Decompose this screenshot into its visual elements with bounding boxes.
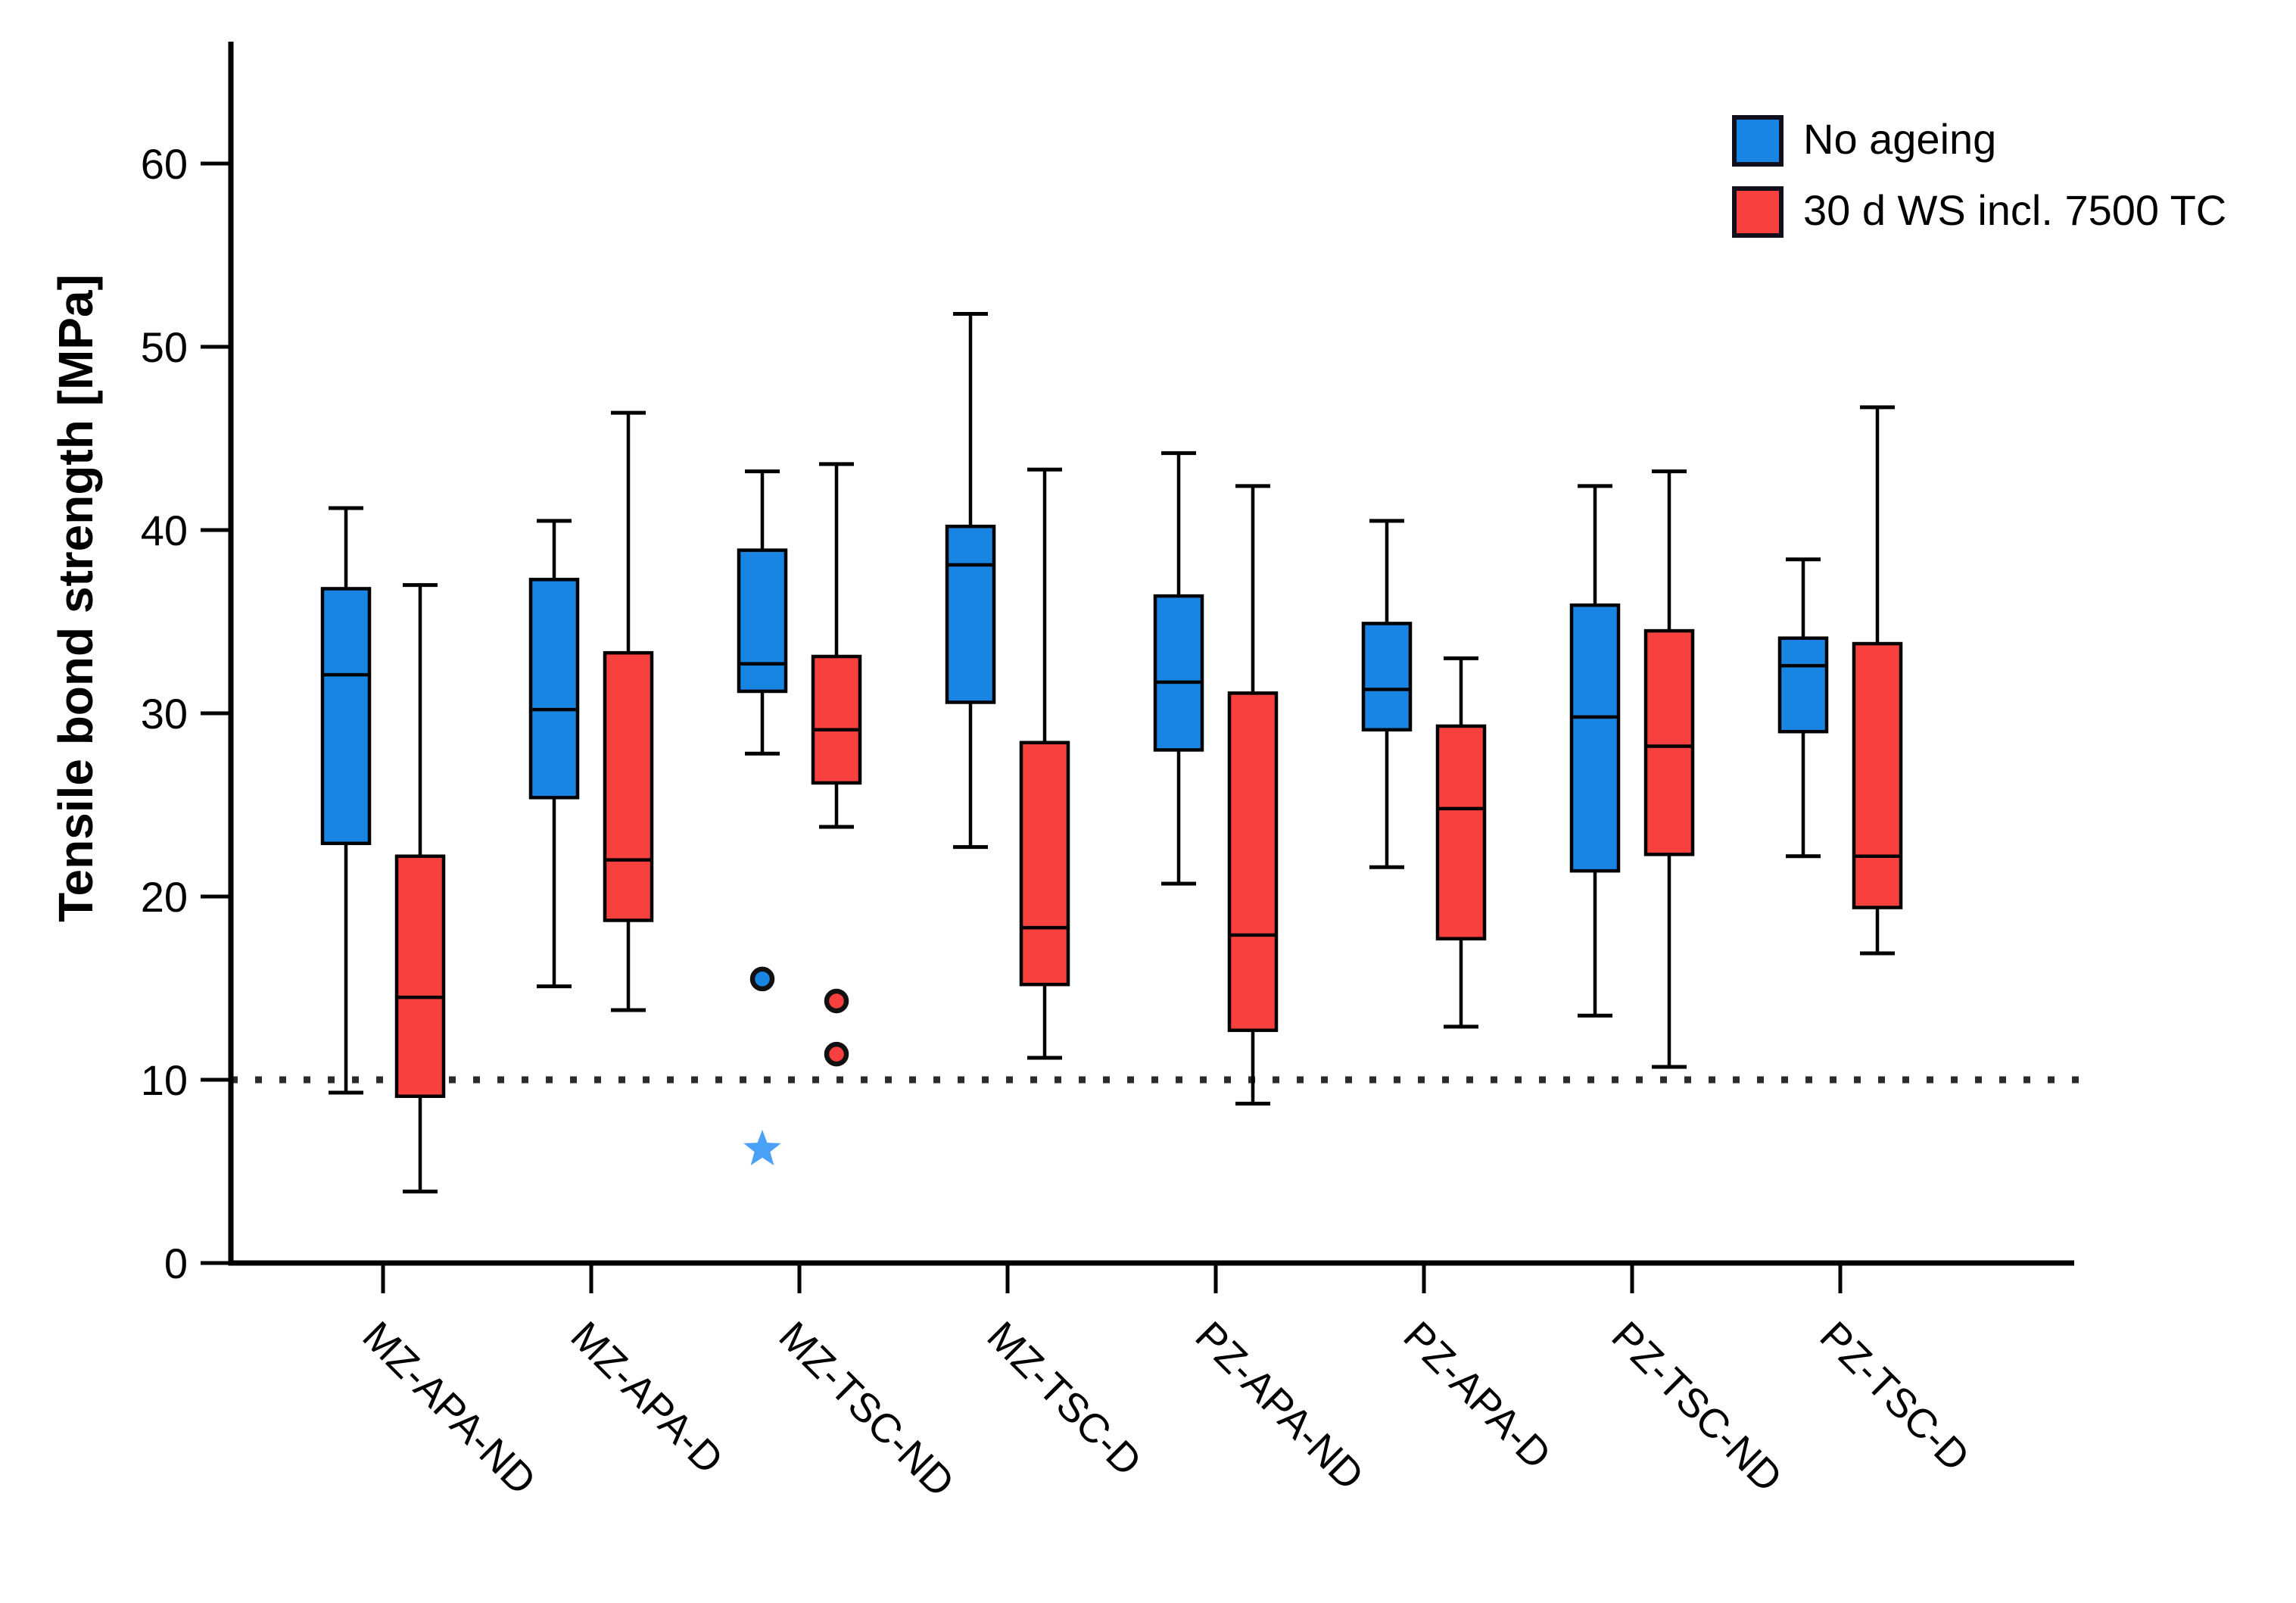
y-axis-title: Tensile bond strength [MPa] bbox=[48, 274, 103, 922]
y-tick-label: 20 bbox=[141, 873, 188, 921]
outlier-circle-No ageing-MZ-TSC-ND bbox=[749, 966, 775, 992]
box-30 d WS incl. 7500 TC-PZ-APA-D bbox=[1435, 724, 1487, 940]
outlier-circle-30 d WS incl. 7500 TC-MZ-TSC-ND bbox=[824, 988, 849, 1014]
y-tick-label: 0 bbox=[164, 1240, 188, 1287]
legend-swatch-blue-icon bbox=[1732, 115, 1784, 167]
x-category-label: MZ-APA-ND bbox=[354, 1313, 545, 1504]
legend-item-aged: 30 d WS incl. 7500 TC bbox=[1732, 186, 2292, 238]
legend-label: 30 d WS incl. 7500 TC bbox=[1803, 186, 2227, 234]
x-category-label: MZ-APA-D bbox=[562, 1313, 732, 1483]
box-No ageing-MZ-APA-ND bbox=[320, 587, 372, 846]
box-No ageing-PZ-APA-ND bbox=[1153, 594, 1204, 752]
legend: No ageing 30 d WS incl. 7500 TC bbox=[1732, 115, 2292, 238]
legend-item-no-ageing: No ageing bbox=[1732, 115, 2292, 167]
box-30 d WS incl. 7500 TC-MZ-APA-ND bbox=[394, 854, 446, 1099]
box-No ageing-MZ-TSC-D bbox=[945, 524, 996, 704]
box-No ageing-PZ-TSC-ND bbox=[1569, 603, 1621, 873]
legend-swatch-red-icon bbox=[1732, 186, 1784, 238]
box-30 d WS incl. 7500 TC-MZ-TSC-D bbox=[1019, 741, 1070, 987]
y-tick-label: 10 bbox=[141, 1056, 188, 1104]
x-category-label: PZ-APA-ND bbox=[1187, 1313, 1372, 1499]
y-tick-label: 60 bbox=[141, 140, 188, 188]
box-No ageing-MZ-TSC-ND bbox=[737, 548, 788, 694]
x-category-label: MZ-TSC-ND bbox=[771, 1313, 964, 1506]
x-category-label: PZ-TSC-ND bbox=[1603, 1313, 1791, 1501]
x-category-label: MZ-TSC-D bbox=[979, 1313, 1151, 1485]
x-category-label: PZ-APA-D bbox=[1395, 1313, 1560, 1478]
box-30 d WS incl. 7500 TC-PZ-TSC-D bbox=[1852, 641, 1903, 909]
box-30 d WS incl. 7500 TC-MZ-APA-D bbox=[603, 650, 654, 922]
outlier-circle-30 d WS incl. 7500 TC-MZ-TSC-ND bbox=[824, 1041, 849, 1067]
y-tick-label: 50 bbox=[141, 323, 188, 371]
legend-label: No ageing bbox=[1803, 115, 1997, 163]
y-tick-label: 40 bbox=[141, 507, 188, 554]
box-30 d WS incl. 7500 TC-PZ-APA-ND bbox=[1227, 691, 1279, 1032]
y-tick-label: 30 bbox=[141, 690, 188, 738]
box-No ageing-MZ-APA-D bbox=[528, 578, 580, 800]
box-30 d WS incl. 7500 TC-MZ-TSC-ND bbox=[811, 654, 862, 785]
box-No ageing-PZ-APA-D bbox=[1361, 622, 1413, 732]
x-category-label: PZ-TSC-D bbox=[1812, 1313, 1979, 1480]
box-30 d WS incl. 7500 TC-PZ-TSC-ND bbox=[1643, 628, 1695, 856]
outlier-star-No ageing-MZ-TSC-ND bbox=[743, 1130, 781, 1165]
box-No ageing-PZ-TSC-D bbox=[1777, 636, 1829, 734]
